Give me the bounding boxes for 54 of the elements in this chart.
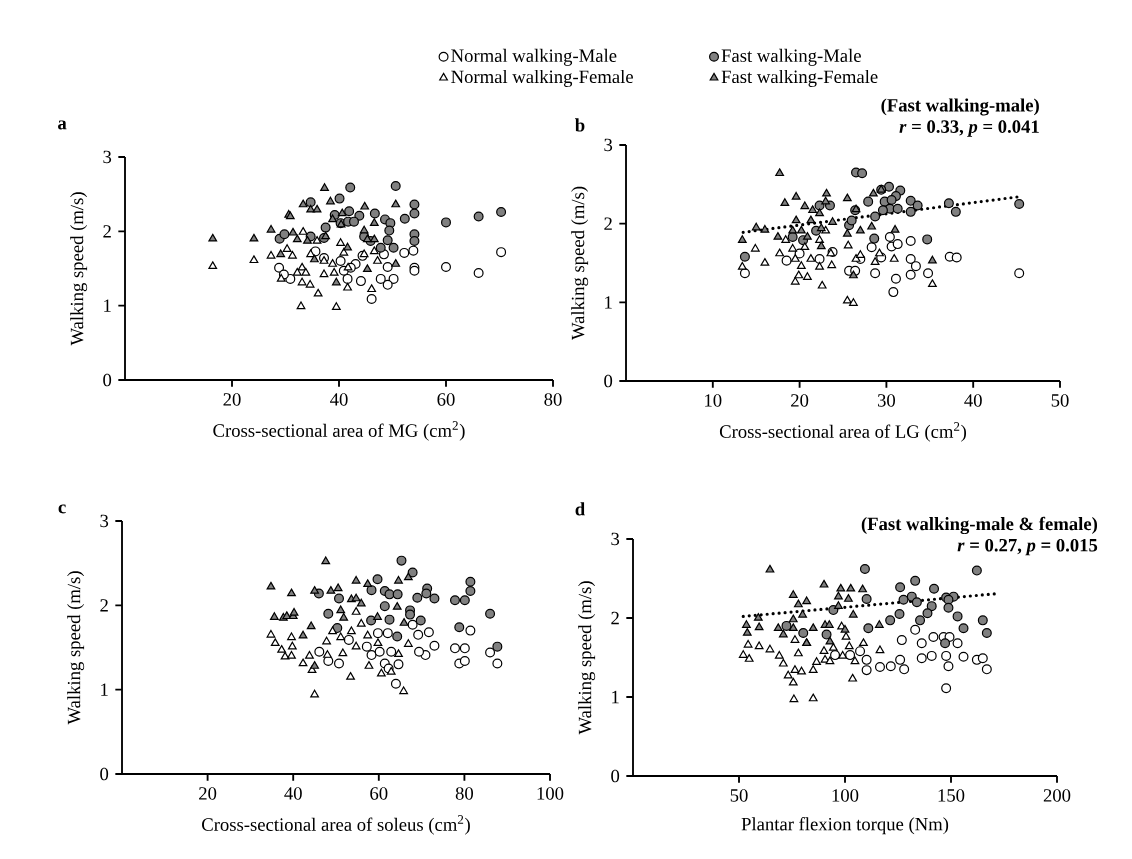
y-tick-label: 2 <box>100 599 108 612</box>
x-tick-label: 40 <box>284 787 302 800</box>
x-tick-label: 100 <box>537 787 564 800</box>
legend-label: Fast walking-Male <box>721 48 861 66</box>
y-tick-label: 2 <box>604 217 612 230</box>
y-tick-label: 0 <box>611 769 620 783</box>
legend-label: Fast walking-Female <box>721 69 878 87</box>
x-axis-title: Cross-sectional area of soleus (cm$^{2}$) <box>202 815 470 835</box>
x-tick-label: 200 <box>1043 789 1071 802</box>
annotation: r = 0.27, p = 0.015 <box>957 538 1098 556</box>
y-tick-label: 0 <box>103 373 112 387</box>
x-axis-title: Plantar flexion torque (Nm) <box>741 817 949 835</box>
y-axis-title: Walking speed (m/s) <box>70 192 88 346</box>
y-axis-title: Walking speed (m/s) <box>67 571 85 725</box>
chart-title: a <box>58 120 67 130</box>
chart-title: c <box>58 504 66 514</box>
y-tick-label: 1 <box>104 299 111 312</box>
y-axis-title: Walking speed (m/s) <box>578 581 596 735</box>
x-axis-title: Cross-sectional area of MG (cm$^{2}$) <box>213 421 465 441</box>
x-tick-label: 10 <box>705 394 722 407</box>
x-tick-label: 20 <box>199 787 217 800</box>
chart-title: d <box>575 502 585 516</box>
x-tick-label: 40 <box>964 394 982 407</box>
x-tick-label: 20 <box>791 394 809 407</box>
y-tick-label: 0 <box>100 767 109 781</box>
x-tick-label: 80 <box>544 393 562 406</box>
chart-title: b <box>575 118 585 132</box>
x-tick-label: 50 <box>730 789 748 802</box>
x-tick-label: 50 <box>1051 394 1069 407</box>
x-tick-label: 20 <box>223 393 241 406</box>
x-tick-label: 150 <box>938 789 965 802</box>
x-tick-label: 100 <box>832 789 859 802</box>
y-tick-label: 1 <box>605 296 612 309</box>
text: (Fast walking-male) <box>881 98 1039 116</box>
y-tick-label: 3 <box>103 150 112 164</box>
text: r = 0.33, p = 0.041 <box>899 120 1039 137</box>
y-tick-label: 2 <box>611 611 619 625</box>
y-tick-label: 3 <box>611 532 620 546</box>
y-tick-label: 1 <box>612 690 619 704</box>
x-tick-label: 40 <box>330 393 348 406</box>
x-tick-label: 80 <box>455 787 474 800</box>
x-axis-title: Cross-sectional area of LG (cm$^{2}$) <box>719 422 967 442</box>
x-tick-label: 60 <box>370 787 388 800</box>
y-axis-title: Walking speed (m/s) <box>571 186 589 340</box>
y-tick-label: 3 <box>604 138 613 152</box>
legend-label: Normal walking-Male <box>451 48 617 66</box>
y-tick-label: 1 <box>101 683 108 696</box>
x-tick-label: 30 <box>877 394 896 407</box>
y-tick-label: 2 <box>103 225 111 238</box>
x-tick-label: 60 <box>437 393 455 406</box>
y-tick-label: 3 <box>100 514 109 528</box>
text: (Fast walking-male & female) <box>861 516 1098 535</box>
y-tick-label: 0 <box>604 374 613 388</box>
legend-label: Normal walking-Female <box>451 69 633 87</box>
